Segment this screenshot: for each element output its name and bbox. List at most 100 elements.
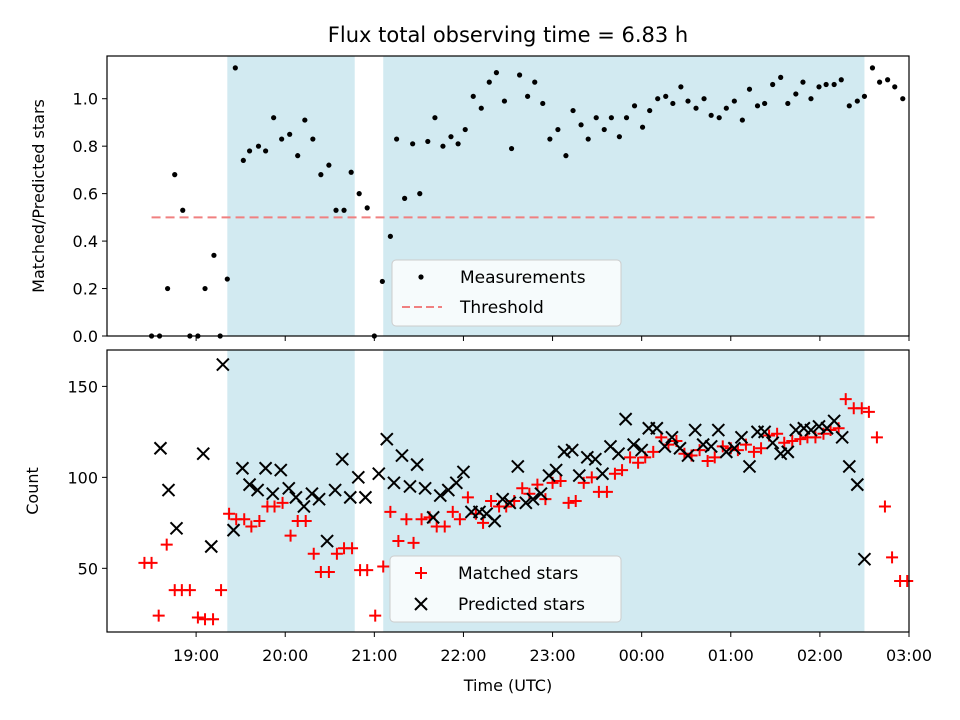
measurement-point [540, 100, 546, 107]
measurement-point [547, 136, 553, 142]
predicted-star-point [850, 477, 865, 492]
bottom-y-tick-label: 150 [67, 377, 98, 396]
matched-star-point [145, 556, 158, 569]
predicted-star-point [588, 452, 603, 466]
predicted-star-point [358, 490, 373, 505]
top-y-tick-label: 0.2 [73, 280, 98, 299]
measurement-point [425, 138, 431, 145]
predicted-star-point [742, 459, 757, 474]
legend-predicted-marker [414, 597, 428, 611]
measurement-point [823, 81, 829, 88]
predicted-star-point [618, 412, 633, 426]
x-tick-label: 01:00 [708, 646, 754, 665]
matched-star-point [647, 445, 660, 458]
matched-star-point [477, 516, 490, 529]
measurement-point [708, 112, 714, 118]
measurement-point [232, 65, 238, 71]
measurement-point [655, 96, 661, 102]
predicted-star-point [305, 487, 319, 501]
matched-star-point [870, 431, 883, 444]
matched-star-point [600, 485, 613, 498]
matched-star-point [407, 536, 420, 549]
predicted-star-point [282, 481, 296, 495]
predicted-star-point [650, 421, 664, 435]
measurement-point [417, 191, 423, 197]
predicted-star-point [626, 437, 641, 452]
matched-star-point [346, 542, 359, 555]
measurement-point [693, 105, 699, 111]
matched-star-point [855, 402, 868, 415]
matched-star-point [632, 456, 645, 469]
measurement-point [432, 115, 438, 121]
measurement-point [448, 134, 454, 140]
measurement-point [900, 96, 906, 102]
measurement-point [501, 98, 508, 104]
measurement-point [892, 84, 898, 90]
matched-star-point [207, 613, 220, 626]
matched-star-point [716, 440, 729, 453]
measurement-point [647, 107, 653, 114]
predicted-star-point [216, 357, 230, 372]
predicted-star-point [351, 470, 366, 485]
predicted-star-point [611, 446, 626, 461]
predicted-star-point [711, 423, 726, 437]
measurement-point [631, 103, 638, 109]
measurement-point [333, 207, 339, 213]
predicted-star-point [565, 443, 579, 457]
top-legend-box [391, 259, 622, 327]
predicted-star-point [634, 443, 649, 457]
x-tick-label: 02:00 [797, 646, 843, 665]
measurement-point [224, 276, 230, 282]
x-tick-label: 00:00 [619, 646, 665, 665]
measurement-point [770, 81, 776, 88]
matched-star-point [461, 491, 474, 504]
matched-star-point [223, 507, 236, 520]
measurement-point [310, 136, 316, 142]
matched-star-point [215, 584, 228, 597]
top-y-axis-label: Matched/Predicted stars [29, 99, 48, 293]
matched-star-point [276, 496, 289, 509]
measurement-point [295, 153, 301, 159]
legend-measurements-label: Measurements [460, 268, 586, 288]
measurement-point [593, 115, 599, 121]
predicted-star-point [757, 425, 772, 439]
bottom-legend-box [389, 555, 622, 623]
top-y-tick-label: 0.0 [73, 327, 98, 346]
predicted-star-point [250, 483, 265, 497]
measurement-point [394, 136, 400, 142]
matched-star-point [886, 551, 899, 564]
measurement-point [670, 100, 676, 107]
measurement-point [570, 107, 576, 114]
measurement-point [341, 207, 347, 213]
measurement-point [462, 126, 468, 133]
measurement-point [716, 115, 722, 121]
x-tick-label: 03:00 [886, 646, 932, 665]
measurement-point [846, 103, 852, 109]
x-tick-label: 19:00 [173, 646, 219, 665]
predicted-star-point [266, 487, 280, 501]
bottom-y-tick-label: 100 [67, 468, 98, 487]
legend-matched-marker [415, 567, 427, 579]
measurement-point [279, 136, 285, 142]
measurement-point [578, 122, 584, 128]
matched-star-point [485, 495, 498, 508]
top-shaded-interval-0 [227, 56, 355, 336]
measurement-point [440, 143, 446, 149]
matched-star-point [708, 451, 721, 464]
measurement-point [869, 65, 876, 71]
measurement-point [470, 93, 476, 99]
top-y-tick-label: 1.0 [73, 90, 98, 109]
measurement-point [172, 172, 178, 178]
matched-star-point [238, 513, 251, 526]
predicted-star-point [842, 459, 857, 474]
predicted-star-point [403, 479, 417, 494]
measurement-point [455, 141, 461, 147]
matched-star-point [516, 482, 529, 495]
x-tick-label: 22:00 [440, 646, 486, 665]
matched-star-point [245, 520, 258, 533]
measurement-point [876, 79, 883, 85]
top-y-tick-label: 0.6 [73, 185, 98, 204]
predicted-star-point [153, 441, 168, 455]
predicted-star-point [242, 477, 257, 492]
matched-star-point [523, 487, 536, 500]
